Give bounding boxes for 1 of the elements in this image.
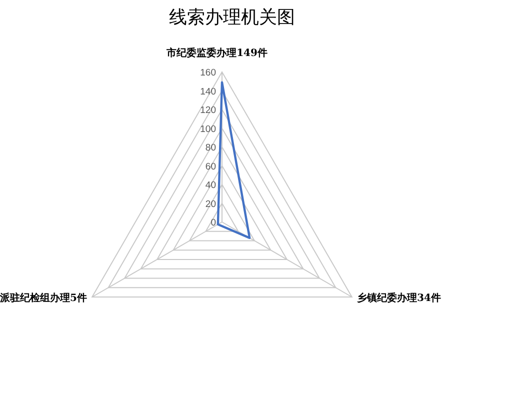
title: 线索办理机关图 bbox=[169, 7, 295, 28]
